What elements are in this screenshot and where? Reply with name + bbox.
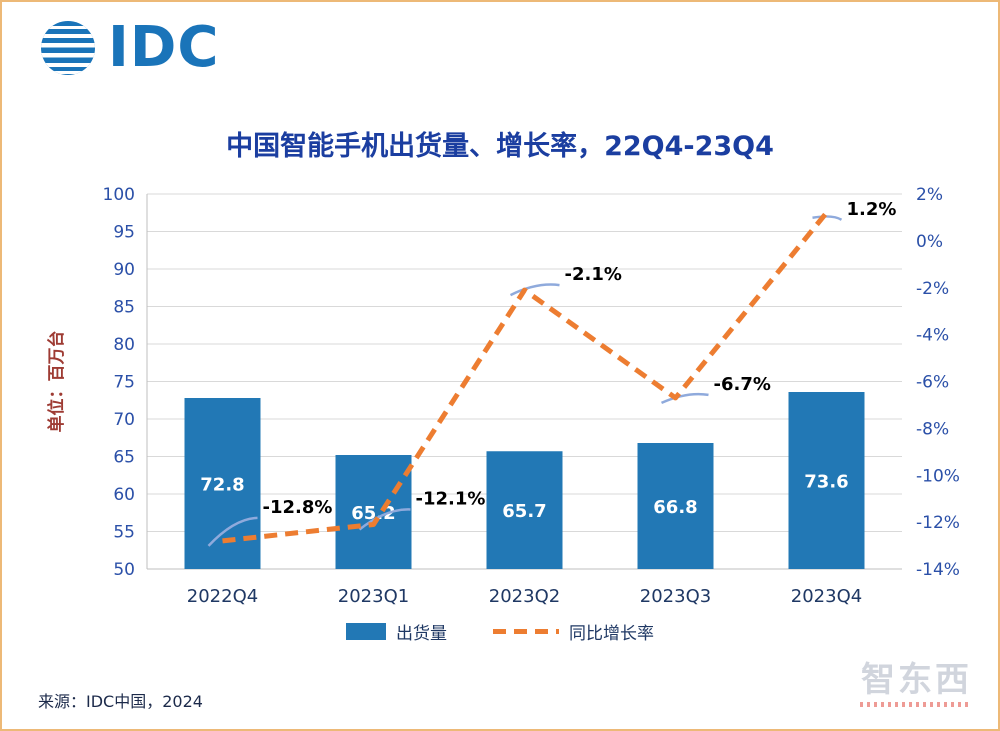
right-axis-tick-label: -8%: [916, 419, 949, 439]
source-note: 来源：IDC中国，2024: [38, 692, 203, 711]
idc-logo: IDC: [36, 16, 219, 80]
right-axis-tick-label: -6%: [916, 373, 949, 393]
left-axis-tick-label: 95: [113, 223, 135, 243]
bar-value-label: 72.8: [200, 475, 244, 496]
right-axis-tick-label: -2%: [916, 279, 949, 299]
left-axis-tick-label: 90: [113, 260, 135, 280]
chart-title: 中国智能手机出货量、增长率，22Q4-23Q4: [226, 131, 774, 162]
marker-leader: [207, 516, 258, 547]
legend-item-shipments: 出货量: [346, 619, 447, 644]
line-value-label: -12.1%: [416, 488, 486, 509]
legend-growth-swatch: [493, 629, 559, 634]
bar-value-label: 73.6: [804, 472, 848, 493]
left-axis-tick-label: 80: [113, 335, 135, 355]
left-axis-tick-label: 65: [113, 448, 135, 468]
legend: 出货量 同比增长率: [2, 619, 998, 644]
left-axis-tick-label: 100: [103, 185, 135, 205]
watermark-text: 智东西: [861, 660, 972, 700]
right-axis-tick-label: -10%: [916, 466, 960, 486]
bar: [486, 451, 563, 569]
x-axis-label: 2023Q4: [791, 586, 862, 607]
line-value-label: -6.7%: [714, 374, 771, 395]
bar: [788, 392, 865, 569]
right-axis-tick-label: 2%: [916, 185, 943, 205]
marker-leader: [358, 508, 411, 531]
bar: [637, 443, 714, 569]
watermark-dots: [860, 702, 972, 708]
growth-line: [222, 211, 829, 544]
line-value-label: -2.1%: [565, 264, 622, 285]
left-axis-tick-label: 55: [113, 523, 135, 543]
marker-leader: [660, 392, 709, 405]
right-axis-tick-label: -14%: [916, 560, 960, 580]
marker-leader: [509, 283, 560, 297]
line-value-label: -12.8%: [263, 497, 333, 518]
legend-growth-label: 同比增长率: [569, 624, 654, 644]
right-axis-tick-label: -12%: [916, 513, 960, 533]
legend-shipments-swatch: [346, 623, 386, 640]
idc-logo-text: IDC: [108, 15, 220, 80]
watermark: 智东西: [860, 660, 972, 708]
bar: [335, 455, 412, 569]
x-axis-label: 2023Q1: [338, 586, 409, 607]
x-axis-label: 2022Q4: [187, 586, 258, 607]
left-axis-tick-label: 70: [113, 410, 135, 430]
x-axis-label: 2023Q3: [640, 586, 711, 607]
marker-leader: [812, 215, 843, 221]
left-axis-tick-label: 85: [113, 298, 135, 318]
legend-item-growth: 同比增长率: [493, 619, 654, 644]
left-axis-tick-label: 50: [113, 560, 135, 580]
bar-value-label: 65.7: [502, 501, 546, 522]
combo-chart: 50 55 60 65 70 75 80 85 90 95 100 -14% -12% -10% -8% -6…: [46, 185, 960, 607]
idc-globe-icon: [41, 21, 95, 75]
right-axis-tick-label: -4%: [916, 326, 949, 346]
chart-area: 50 55 60 65 70 75 80 85 90 95 100 -14% -12% -10% -8% -6…: [32, 174, 972, 609]
left-axis-tick-label: 60: [113, 485, 135, 505]
line-value-label: 1.2%: [847, 199, 897, 220]
legend-shipments-label: 出货量: [396, 624, 447, 644]
left-axis-tick-label: 75: [113, 373, 135, 393]
x-axis-label: 2023Q2: [489, 586, 560, 607]
left-axis-title: 单位：百万台: [46, 331, 67, 433]
bar-value-label: 66.8: [653, 497, 697, 518]
right-axis-tick-label: 0%: [916, 232, 943, 252]
